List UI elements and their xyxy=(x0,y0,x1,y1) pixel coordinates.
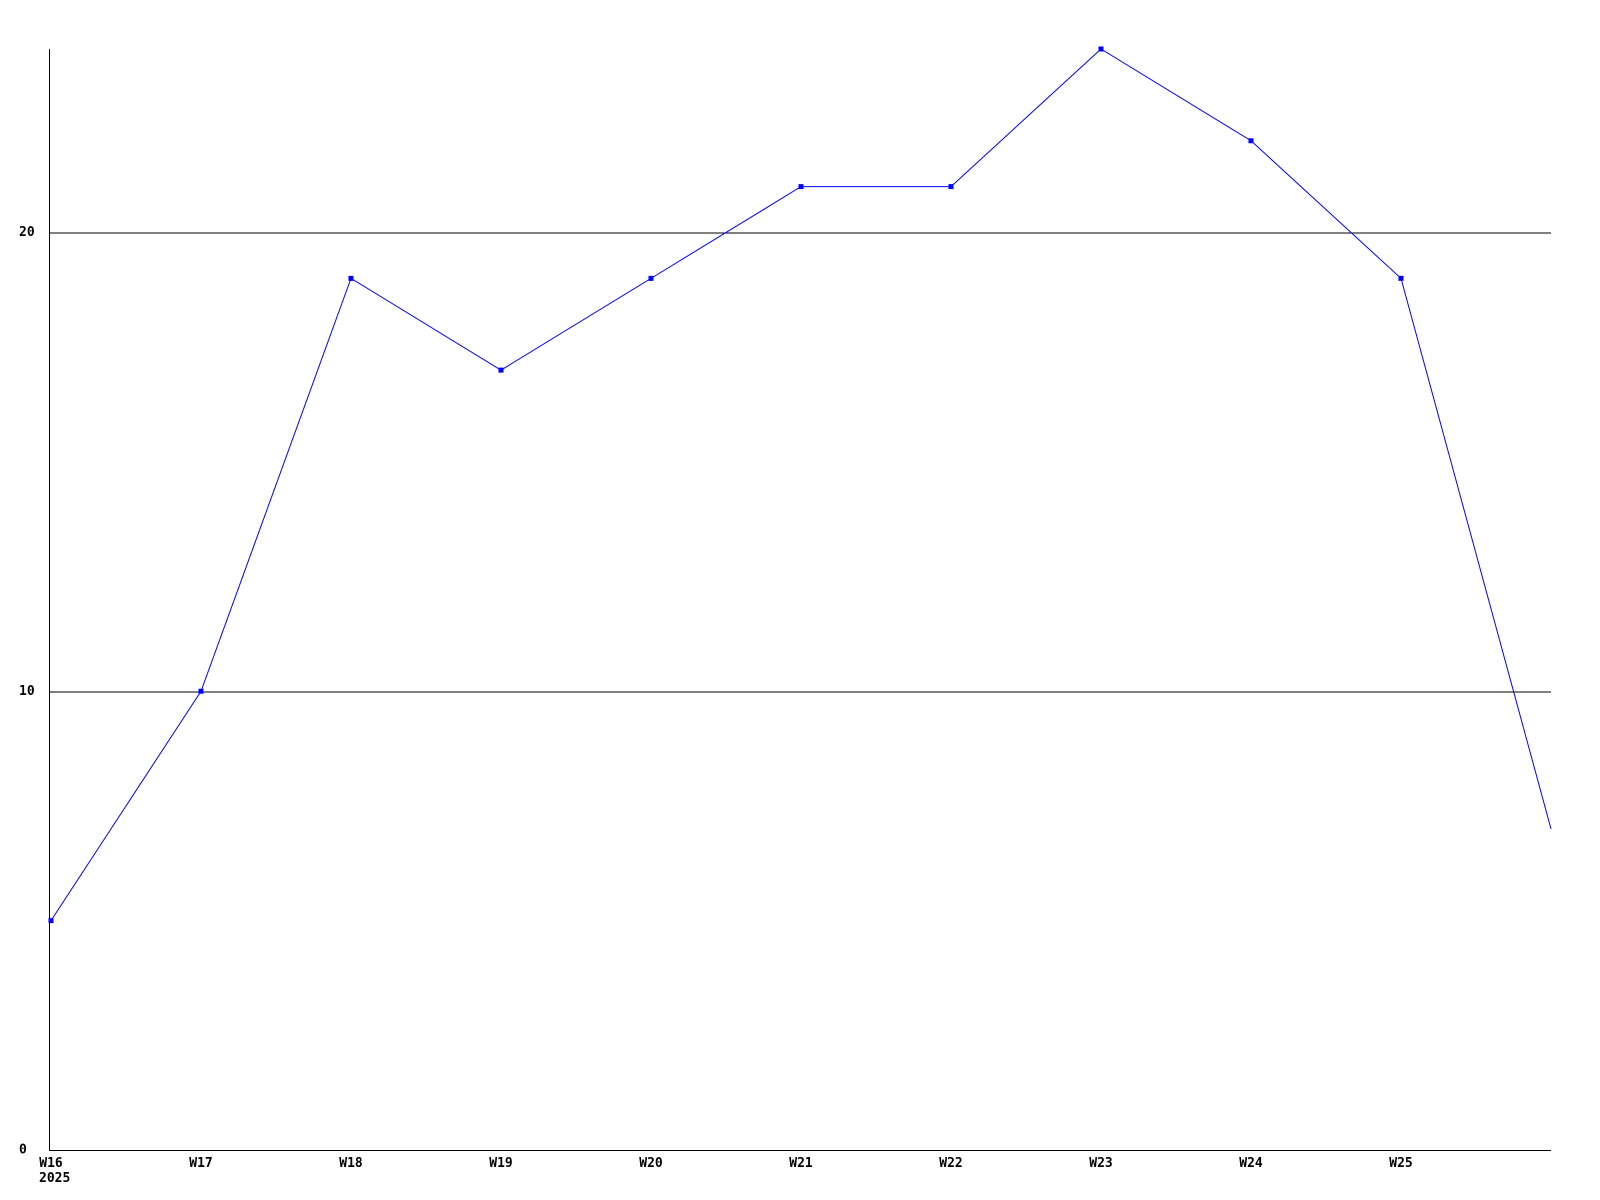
x-tick-label: W23 xyxy=(1089,1156,1112,1171)
data-line xyxy=(50,48,1552,921)
data-point-marker xyxy=(948,184,954,190)
data-point-marker xyxy=(48,918,54,924)
data-point-marker xyxy=(798,184,804,190)
x-tick-label: W18 xyxy=(339,1156,363,1171)
data-point-marker xyxy=(198,688,204,694)
y-tick-label: 10 xyxy=(19,684,35,699)
y-axis-labels: 0 10 20 xyxy=(19,225,35,1158)
x-axis-year-label: 2025 xyxy=(39,1171,70,1186)
data-point-marker xyxy=(1398,275,1404,281)
x-tick-label: W19 xyxy=(489,1156,512,1171)
y-tick-label: 20 xyxy=(19,225,35,240)
x-tick-label: W22 xyxy=(939,1156,962,1171)
data-point-marker xyxy=(1098,46,1104,52)
data-point-marker xyxy=(498,367,504,373)
x-tick-label: W24 xyxy=(1239,1156,1263,1171)
data-point-marker xyxy=(1248,138,1254,144)
x-tick-label: W16 xyxy=(39,1156,63,1171)
data-point-marker xyxy=(348,275,354,281)
x-axis-labels: W16 W17 W18 W19 W20 W21 W22 W23 W24 W25 2025 xyxy=(39,1156,1413,1186)
x-tick-label: W20 xyxy=(639,1156,663,1171)
x-tick-label: W21 xyxy=(789,1156,813,1171)
y-tick-label: 0 xyxy=(19,1143,27,1158)
data-points xyxy=(48,46,1404,924)
axes xyxy=(49,49,1551,1151)
data-point-marker xyxy=(648,275,654,281)
x-tick-label: W17 xyxy=(189,1156,212,1171)
gridlines xyxy=(49,232,1551,693)
x-tick-label: W25 xyxy=(1389,1156,1412,1171)
